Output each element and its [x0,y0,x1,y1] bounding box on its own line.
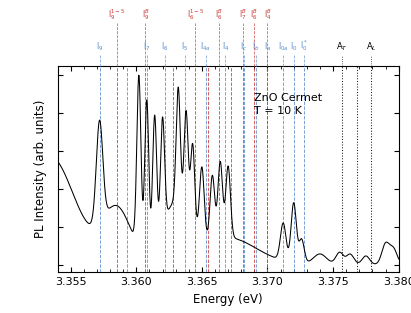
Text: I$_6^{1-5}$: I$_6^{1-5}$ [187,7,204,22]
Text: I$_6^B$: I$_6^B$ [250,7,258,22]
Text: I$_{4a}$: I$_{4a}$ [201,41,211,53]
Text: I$_6^B$: I$_6^B$ [215,7,223,22]
Text: I$_5$: I$_5$ [181,41,188,53]
Text: I$_7$: I$_7$ [143,41,150,53]
Text: I$_c$: I$_c$ [240,41,247,53]
Text: I$_0^*$: I$_0^*$ [300,38,308,53]
Text: A$_T$: A$_T$ [336,41,348,53]
Text: I$_0$: I$_0$ [290,41,298,53]
Text: I$_9$: I$_9$ [96,41,103,53]
Text: I$_9^{1-5}$: I$_9^{1-5}$ [108,7,125,22]
Text: I$_4^B$: I$_4^B$ [263,7,271,22]
Text: I$_b$: I$_b$ [252,41,259,53]
Text: I$_a$: I$_a$ [264,41,271,53]
X-axis label: Energy (eV): Energy (eV) [193,293,263,306]
Text: A$_L$: A$_L$ [366,41,376,53]
Text: I$_{0a}$: I$_{0a}$ [278,41,289,53]
Text: I$_7^B$: I$_7^B$ [239,7,246,22]
Text: ZnO Cermet
T = 10 K: ZnO Cermet T = 10 K [254,93,322,116]
Y-axis label: PL Intensity (arb. units): PL Intensity (arb. units) [34,100,47,238]
Text: I$_9^B$: I$_9^B$ [142,7,149,22]
Text: I$_6$: I$_6$ [162,41,169,53]
Text: I$_4$: I$_4$ [222,41,229,53]
